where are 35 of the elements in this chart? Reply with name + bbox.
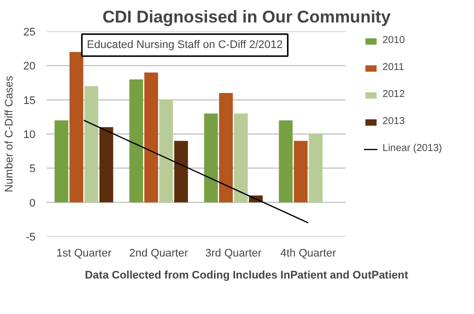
bar (159, 100, 174, 202)
bar (278, 120, 293, 202)
bar (129, 79, 144, 202)
annotation: Educated Nursing Staff on C-Diff 2/2012 (86, 39, 283, 52)
legend-label: 2013 (382, 116, 405, 127)
chart-title: CDI Diagnosised in Our Community (102, 8, 392, 26)
y-tick-label: 15 (23, 94, 36, 107)
x-tick-label: 1st Quarter (56, 248, 112, 260)
bar (234, 114, 248, 202)
x-tick-label: 3rd Quarter (205, 248, 262, 260)
legend-label: Linear (2013) (382, 143, 442, 154)
bar (219, 93, 233, 202)
y-tick-label: 5 (29, 163, 36, 176)
bar (84, 86, 98, 202)
legend-label: 2011 (382, 62, 404, 73)
x-tick-label: 2nd Quarter (129, 248, 188, 260)
bar (144, 72, 158, 202)
legend-label: 2012 (382, 89, 405, 100)
bar (54, 120, 68, 202)
bar (294, 140, 308, 202)
x-tick-label: 4th Quarter (280, 248, 336, 260)
y-tick-label: 0 (29, 197, 36, 210)
y-tick-label: 25 (23, 26, 36, 38)
bar (99, 127, 114, 202)
y-tick-label: 10 (23, 129, 36, 141)
text: Data Collected from Coding Includes InPatient and OutPatient (84, 270, 408, 282)
y-tick-label: -5 (26, 232, 36, 244)
y-axis-title: Number of C-Diff Cases (3, 75, 16, 192)
bar (204, 114, 218, 202)
y-tick-label: 20 (23, 60, 36, 73)
bar (174, 140, 188, 202)
bar (308, 134, 323, 202)
bar (70, 52, 84, 202)
legend-label: 2010 (382, 35, 405, 46)
line-series (83, 120, 309, 224)
